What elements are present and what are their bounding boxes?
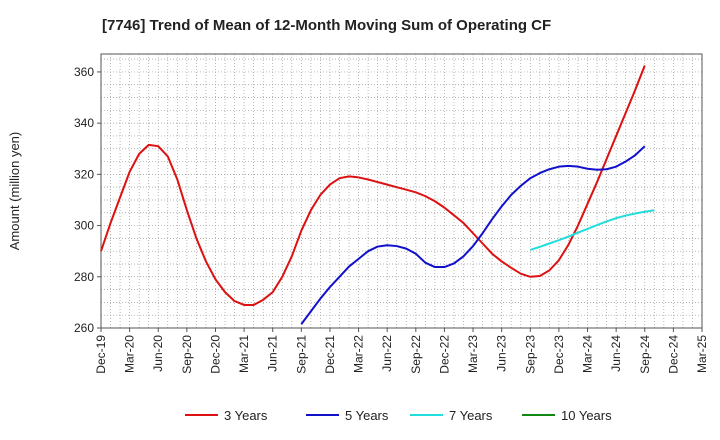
legend: 3 Years 5 Years 7 Years 10 Years: [185, 408, 612, 423]
x-tick-label: Dec-19: [94, 335, 108, 374]
x-tick-label: Jun-22: [380, 335, 394, 372]
x-tick-label: Dec-23: [552, 335, 566, 374]
x-tick-label: Jun-20: [151, 335, 165, 372]
x-tick-label: Mar-25: [695, 335, 709, 373]
y-tick-label: 260: [74, 321, 94, 335]
x-tick-label: Mar-22: [352, 335, 366, 373]
series-line-3-years: [100, 65, 646, 306]
legend-label: 7 Years: [449, 408, 493, 423]
y-tick-label: 280: [74, 270, 94, 284]
y-tick-label: 360: [74, 65, 94, 79]
x-tick-label: Jun-21: [266, 335, 280, 372]
x-tick-label: Mar-24: [581, 335, 595, 373]
x-tick-label: Dec-20: [208, 335, 222, 374]
x-tick-label: Mar-23: [466, 335, 480, 373]
series-lines: [100, 65, 655, 325]
chart-title: [7746] Trend of Mean of 12-Month Moving …: [102, 17, 551, 34]
y-tick-label: 300: [74, 219, 94, 233]
x-tick-label: Sep-20: [180, 335, 194, 374]
x-tick-label: Dec-21: [323, 335, 337, 374]
x-tick-label: Dec-22: [437, 335, 451, 374]
series-line-7-years: [529, 209, 655, 251]
x-tick-label: Mar-21: [237, 335, 251, 373]
x-tick-label: Sep-23: [523, 335, 537, 374]
x-tick-label: Mar-20: [123, 335, 137, 373]
grid-lines: [101, 54, 702, 328]
legend-label: 5 Years: [345, 408, 389, 423]
x-tick-label: Sep-22: [409, 335, 423, 374]
y-tick-label: 320: [74, 167, 94, 181]
x-tick-label: Sep-21: [294, 335, 308, 374]
legend-label: 10 Years: [561, 408, 612, 423]
y-axis-ticks: 260 280 300 320 340 360: [74, 65, 101, 335]
series-line-5-years: [300, 145, 646, 325]
y-axis-label: Amount (million yen): [7, 132, 22, 251]
x-tick-label: Jun-23: [495, 335, 509, 372]
x-tick-label: Jun-24: [609, 335, 623, 372]
y-tick-label: 340: [74, 116, 94, 130]
legend-label: 3 Years: [224, 408, 268, 423]
plot-area: [100, 53, 703, 329]
x-axis-ticks: Dec-19 Mar-20 Jun-20 Sep-20 Dec-20 Mar-21 Jun-…: [94, 328, 709, 374]
x-tick-label: Dec-24: [666, 335, 680, 374]
x-tick-label: Sep-24: [638, 335, 652, 374]
